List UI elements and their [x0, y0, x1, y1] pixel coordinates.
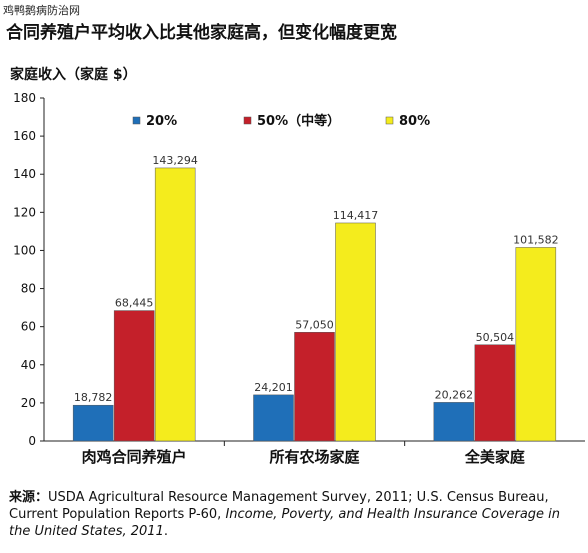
bar — [154, 167, 196, 442]
data-label: 143,294 — [152, 154, 198, 167]
data-label: 50,504 — [476, 331, 515, 344]
source-title: Income, Poverty, and Health Insurance Co… — [9, 507, 561, 539]
bar — [335, 222, 376, 442]
legend-swatch — [132, 116, 141, 125]
bar — [474, 344, 516, 442]
data-label: 20,262 — [435, 388, 474, 401]
x-tick-label: 全美家庭 — [464, 448, 526, 466]
y-tick-label: 60 — [21, 320, 36, 334]
data-label: 24,201 — [254, 381, 293, 394]
source-note: 来源：USDA Agricultural Resource Management… — [9, 489, 579, 540]
y-tick-label: 20 — [21, 396, 36, 410]
bar — [515, 247, 557, 442]
data-label: 18,782 — [74, 391, 113, 404]
data-label: 101,582 — [513, 233, 559, 246]
x-tick-label: 肉鸡合同养殖户 — [82, 448, 187, 466]
bar — [294, 332, 335, 442]
y-tick-label: 180 — [13, 91, 36, 105]
y-tick-label: 160 — [13, 129, 36, 143]
y-tick-label: 80 — [21, 282, 36, 296]
y-axis-label: 家庭收入（家庭 $） — [10, 67, 137, 83]
data-label: 114,417 — [333, 209, 379, 222]
legend-label: 20% — [146, 114, 177, 129]
y-tick-label: 100 — [13, 243, 36, 257]
bar — [433, 402, 475, 442]
source-label: 来源： — [9, 490, 49, 505]
source-text: USDA Agricultural Resource Management Su… — [9, 490, 549, 522]
bar — [72, 404, 114, 442]
legend-swatch — [385, 116, 394, 125]
source-end: . — [163, 524, 168, 539]
y-tick-label: 40 — [21, 358, 36, 372]
y-tick-label: 140 — [13, 167, 36, 181]
data-label: 68,445 — [115, 297, 154, 310]
y-tick-label: 120 — [13, 205, 36, 219]
y-tick-label: 0 — [28, 434, 36, 448]
legend-label: 50%（中等） — [257, 113, 340, 129]
bar — [113, 310, 155, 442]
legend-label: 80% — [399, 114, 430, 129]
x-tick-label: 所有农场家庭 — [269, 448, 360, 466]
chart-title: 合同养殖户平均收入比其他家庭高，但变化幅度更宽 — [6, 23, 397, 43]
watermark-text: 鸡鸭鹅病防治网 — [3, 4, 80, 17]
legend-swatch — [243, 116, 252, 125]
data-label: 57,050 — [295, 318, 334, 331]
bar — [253, 394, 294, 442]
